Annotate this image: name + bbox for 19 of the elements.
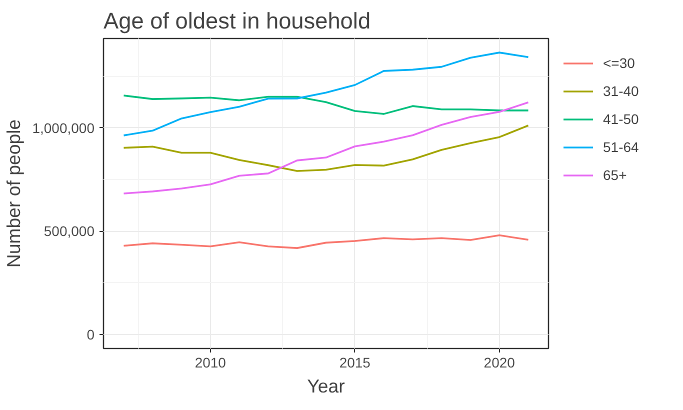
- x-tick-label: 2015: [339, 354, 371, 370]
- legend-label: 41-50: [603, 111, 639, 127]
- line-series: [122, 234, 530, 249]
- legend-label: 65+: [603, 167, 627, 183]
- line-series: [122, 101, 530, 194]
- y-tick-label: 500,000: [44, 223, 95, 240]
- chart-title: Age of oldest in household: [104, 8, 371, 34]
- x-tick-label: 2020: [484, 354, 516, 370]
- y-tick-label: 1,000,000: [32, 120, 95, 136]
- legend-label: <=30: [603, 55, 635, 71]
- y-tick-label: 0: [86, 326, 95, 342]
- legend-label: 31-40: [603, 83, 639, 99]
- line-series: [122, 52, 530, 136]
- y-axis-title: Number of people: [3, 119, 24, 268]
- line-series: [122, 94, 530, 115]
- x-tick-label: 2010: [194, 354, 226, 370]
- line-series: [122, 124, 530, 172]
- x-axis-title: Year: [307, 376, 345, 396]
- legend-label: 51-64: [603, 139, 639, 155]
